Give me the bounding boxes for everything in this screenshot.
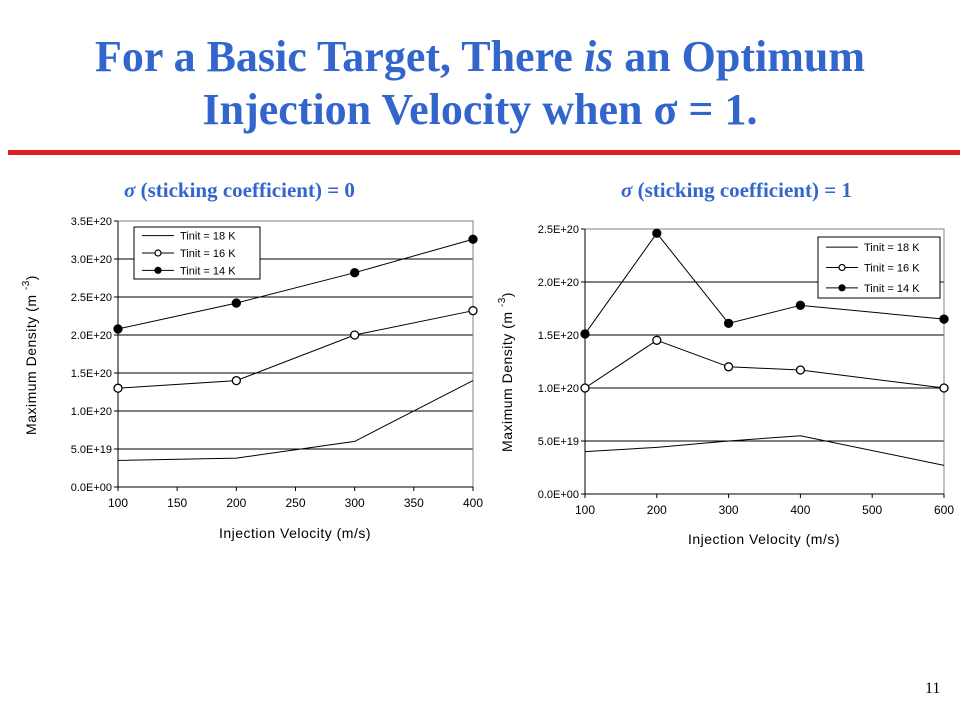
legend-marker [154,266,162,274]
data-point [723,318,734,328]
title-divider [8,150,960,155]
title-line-1: For a Basic Target, There is an Optimum [0,30,960,83]
title-line-1-end: an Optimum [613,32,866,81]
y-tick-label: 3.5E+20 [71,216,112,228]
x-axis-label: Injection Velocity (m/s) [219,525,371,541]
data-point [113,324,123,334]
x-axis-label: Injection Velocity (m/s) [688,531,840,547]
data-point [580,329,590,339]
data-point [723,362,734,372]
y-axis-label-exponent: -3 [497,297,508,307]
legend-label: Tinit = 16 K [180,248,236,260]
legend-marker [838,284,846,292]
sigma-symbol: σ [124,178,136,202]
data-point [113,383,123,393]
data-point [468,234,478,244]
series-line [584,435,945,466]
x-tick-label: 150 [167,496,187,510]
data-point [652,228,662,238]
y-tick-label: 2.0E+20 [71,330,112,342]
data-point [939,383,949,393]
data-point [580,383,590,393]
legend-label: Tinit = 18 K [180,231,236,243]
page-number: 11 [925,680,941,697]
y-axis-label-text: Maximum Density (m [499,307,515,452]
y-axis-label: Maximum Density (m -3) [21,275,39,435]
y-tick-label: 2.5E+20 [71,292,112,304]
series-line [117,310,474,389]
legend-label: Tinit = 14 K [864,283,920,295]
y-tick-label: 0.0E+00 [538,489,579,501]
y-axis-label: Maximum Density (m -3) [497,292,515,452]
x-tick-label: 200 [647,503,667,517]
data-point [795,300,806,310]
x-tick-label: 600 [934,503,954,517]
chart-2-heading: σ (sticking coefficient) = 1 [621,178,852,203]
legend-label: Tinit = 18 K [864,242,920,254]
chart-1-heading-text: (sticking coefficient) = 0 [135,178,355,202]
data-point [468,306,478,316]
legend-label: Tinit = 14 K [180,265,236,277]
legend-label: Tinit = 16 K [864,263,920,275]
data-point [350,330,360,340]
series-line [117,380,474,461]
y-tick-label: 1.5E+20 [71,368,112,380]
slide-title: For a Basic Target, There is an Optimum … [0,30,960,136]
title-line-2: Injection Velocity when σ = 1. [202,85,758,134]
x-tick-label: 100 [575,503,595,517]
data-point [350,268,360,278]
title-emphasis: is [583,32,614,81]
y-tick-label: 3.0E+20 [71,254,112,266]
data-point [231,298,241,308]
legend-marker [838,263,846,272]
data-point [939,314,949,324]
y-tick-label: 2.5E+20 [538,224,579,236]
x-tick-label: 400 [463,496,483,510]
y-tick-label: 1.5E+20 [538,330,579,342]
title-line-1-start: For a Basic Target, There [94,32,584,81]
y-tick-label: 5.0E+19 [538,436,579,448]
y-axis-label-close: ) [499,292,515,297]
legend-marker [154,249,162,257]
y-tick-label: 2.0E+20 [538,277,579,289]
data-point [652,335,662,345]
x-tick-label: 300 [719,503,739,517]
y-axis-label-exponent: -3 [21,280,32,290]
y-tick-label: 1.0E+20 [538,383,579,395]
series-line [117,238,474,330]
x-tick-label: 300 [345,496,365,510]
chart-2-heading-text: (sticking coefficient) = 1 [632,178,852,202]
x-tick-label: 200 [226,496,246,510]
y-tick-label: 0.0E+00 [71,482,112,494]
data-point [231,375,241,386]
x-tick-label: 400 [790,503,810,517]
sigma-symbol: σ [621,178,633,202]
y-tick-label: 1.0E+20 [71,406,112,418]
y-tick-label: 5.0E+19 [71,444,112,456]
x-tick-label: 100 [108,496,128,510]
chart-1-heading: σ (sticking coefficient) = 0 [124,178,355,203]
series-line [584,339,945,389]
data-point [795,365,806,375]
y-axis-label-close: ) [23,275,39,280]
x-tick-label: 250 [285,496,305,510]
x-tick-label: 350 [404,496,424,510]
y-axis-label-text: Maximum Density (m [23,290,39,435]
x-tick-label: 500 [862,503,882,517]
